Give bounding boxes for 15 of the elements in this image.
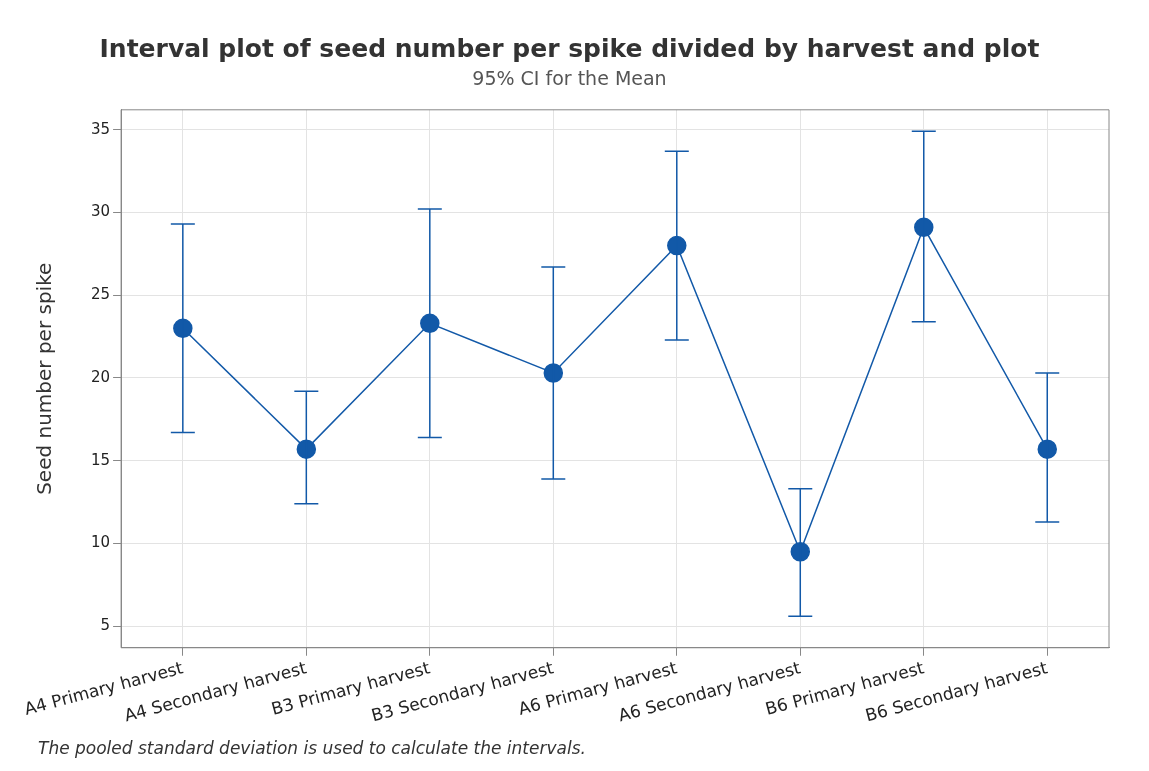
point: [1037, 439, 1058, 459]
y-tick-label: 25: [90, 285, 111, 304]
text: The pooled standard deviation is used to calculate the intervals.: [38, 738, 586, 758]
y-axis-title: Seed number per spike: [32, 262, 57, 495]
y-tick-label: 10: [90, 533, 111, 552]
y-tick-label: 5: [100, 616, 111, 635]
y-tick-label: 15: [90, 450, 111, 469]
y-tick-label: 20: [90, 367, 111, 386]
point: [543, 363, 564, 383]
point: [296, 439, 317, 459]
y-tick-label: 35: [90, 119, 111, 138]
chart-title: Interval plot of seed number per spike divided by harvest and plot: [99, 33, 1040, 63]
point: [790, 542, 811, 562]
y-tick-label: 30: [90, 202, 111, 221]
chart-subtitle: 95% CI for the Mean: [472, 67, 667, 90]
